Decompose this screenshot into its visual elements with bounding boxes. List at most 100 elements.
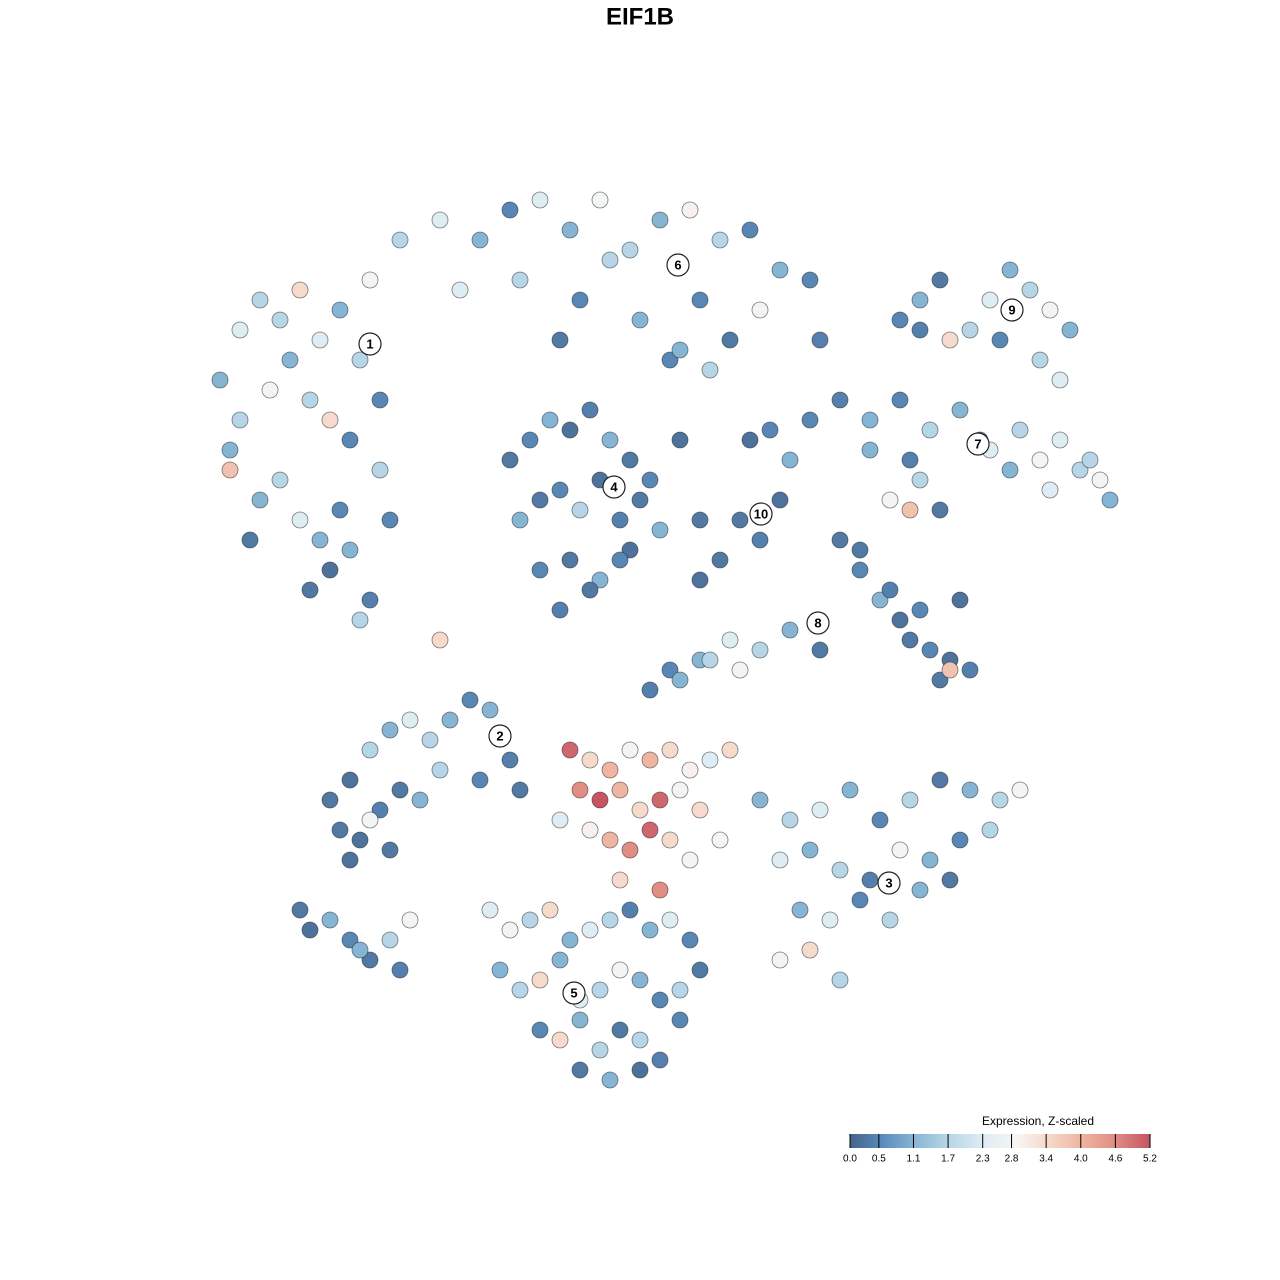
point	[1081, 451, 1099, 469]
colorbar-title: Expression, Z-scaled	[982, 1114, 1094, 1128]
point	[681, 201, 699, 219]
point	[361, 591, 379, 609]
point	[341, 771, 359, 789]
point	[381, 511, 399, 529]
point	[511, 271, 529, 289]
cluster-label: 7	[974, 436, 981, 451]
point	[651, 791, 669, 809]
point	[431, 761, 449, 779]
point	[611, 551, 629, 569]
point	[891, 391, 909, 409]
point	[891, 841, 909, 859]
point	[711, 231, 729, 249]
cluster-label: 9	[1008, 302, 1015, 317]
point	[831, 971, 849, 989]
point	[671, 671, 689, 689]
colorbar-tick-label: 0.5	[872, 1154, 886, 1165]
cluster-badge	[966, 432, 990, 456]
point	[451, 281, 469, 299]
point	[1041, 301, 1059, 319]
point	[911, 881, 929, 899]
point	[591, 191, 609, 209]
point	[601, 251, 619, 269]
cluster-label: 2	[496, 728, 503, 743]
point	[501, 201, 519, 219]
point	[341, 931, 359, 949]
point	[661, 911, 679, 929]
cluster-badge	[877, 871, 901, 895]
point	[991, 331, 1009, 349]
point	[501, 921, 519, 939]
point	[571, 781, 589, 799]
point	[941, 661, 959, 679]
point	[801, 271, 819, 289]
point	[821, 911, 839, 929]
colorbar-tick-label: 2.8	[1005, 1154, 1019, 1165]
point	[501, 451, 519, 469]
point	[611, 511, 629, 529]
point	[341, 541, 359, 559]
cluster-label: 6	[674, 257, 681, 272]
point	[301, 921, 319, 939]
point	[871, 811, 889, 829]
point	[911, 471, 929, 489]
point	[631, 1061, 649, 1079]
cluster-badge	[358, 332, 382, 356]
point	[691, 511, 709, 529]
point	[1001, 461, 1019, 479]
point	[561, 741, 579, 759]
point	[231, 321, 249, 339]
point	[691, 961, 709, 979]
point	[851, 561, 869, 579]
point	[271, 311, 289, 329]
point	[221, 441, 239, 459]
point	[601, 761, 619, 779]
point	[961, 321, 979, 339]
point	[431, 631, 449, 649]
point	[651, 881, 669, 899]
point	[551, 601, 569, 619]
point	[861, 411, 879, 429]
point	[471, 771, 489, 789]
point	[581, 751, 599, 769]
cluster-label: 10	[754, 506, 768, 521]
point	[481, 701, 499, 719]
point	[951, 831, 969, 849]
point	[531, 1021, 549, 1039]
point	[901, 451, 919, 469]
point	[391, 231, 409, 249]
point	[551, 1031, 569, 1049]
point	[951, 591, 969, 609]
point	[561, 421, 579, 439]
point	[611, 1021, 629, 1039]
point	[531, 971, 549, 989]
point	[551, 811, 569, 829]
point	[311, 331, 329, 349]
point	[361, 271, 379, 289]
point	[991, 791, 1009, 809]
point	[661, 741, 679, 759]
point	[581, 581, 599, 599]
point	[1101, 491, 1119, 509]
point	[321, 911, 339, 929]
point	[1031, 451, 1049, 469]
point	[631, 1031, 649, 1049]
point	[681, 851, 699, 869]
point	[811, 331, 829, 349]
point	[1051, 371, 1069, 389]
point	[561, 221, 579, 239]
point	[771, 491, 789, 509]
point	[801, 411, 819, 429]
cluster-badge	[562, 981, 586, 1005]
point	[281, 351, 299, 369]
point	[1021, 281, 1039, 299]
point	[621, 241, 639, 259]
point	[741, 221, 759, 239]
point	[291, 281, 309, 299]
colorbar-tick-label: 2.3	[976, 1154, 990, 1165]
point	[571, 1011, 589, 1029]
point	[931, 771, 949, 789]
point	[601, 1071, 619, 1089]
point	[661, 351, 679, 369]
